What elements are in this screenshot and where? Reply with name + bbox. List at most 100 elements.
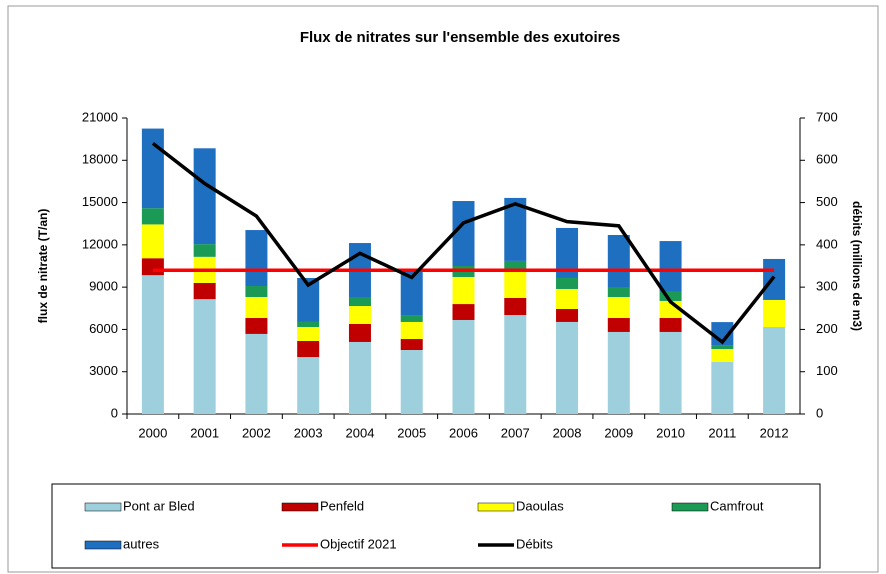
- bar-segment: [711, 345, 734, 350]
- bar-segment: [556, 288, 579, 309]
- bar-segment: [141, 258, 164, 276]
- bar-segment: [659, 241, 682, 292]
- bar-segment: [245, 333, 268, 414]
- bar-segment: [504, 270, 527, 298]
- bar-segment: [400, 339, 423, 351]
- bar-segment: [659, 318, 682, 332]
- bar-segment: [556, 308, 579, 322]
- legend-label: Débits: [516, 536, 553, 551]
- bar-segment: [348, 306, 371, 324]
- bar-segment: [607, 297, 630, 319]
- bar-segment: [452, 201, 475, 266]
- bar-segment: [504, 297, 527, 316]
- x-tick-label: 2007: [501, 425, 530, 440]
- y2-tick-label: 100: [816, 363, 838, 378]
- bar-segment: [348, 323, 371, 342]
- bar-segment: [607, 287, 630, 298]
- legend-label: autres: [123, 536, 160, 551]
- x-tick-label: 2005: [397, 425, 426, 440]
- bar-segment: [141, 128, 164, 209]
- x-tick-label: 2006: [449, 425, 478, 440]
- bar-segment: [400, 269, 423, 316]
- x-tick-label: 2004: [346, 425, 375, 440]
- y2-tick-label: 500: [816, 194, 838, 209]
- legend-label: Camfrout: [710, 498, 764, 513]
- bar-segment: [711, 361, 734, 414]
- x-tick-label: 2008: [553, 425, 582, 440]
- legend-label: Objectif 2021: [320, 536, 397, 551]
- y2-tick-label: 600: [816, 152, 838, 167]
- bar-segment: [659, 331, 682, 414]
- bar-segment: [245, 230, 268, 287]
- legend-swatch: [84, 540, 122, 550]
- chart-title: Flux de nitrates sur l'ensemble des exut…: [300, 29, 620, 46]
- bar-segment: [141, 224, 164, 259]
- bar-segment: [297, 340, 320, 358]
- bar-segment: [556, 321, 579, 414]
- bar-segment: [556, 277, 579, 289]
- bar-segment: [400, 321, 423, 340]
- y-tick-label: 3000: [89, 363, 118, 378]
- y-tick-label: 0: [111, 405, 118, 420]
- bar-segment: [245, 318, 268, 334]
- bar-segment: [452, 276, 475, 305]
- bar-segment: [141, 275, 164, 414]
- x-tick-label: 2002: [242, 425, 271, 440]
- bar-segment: [504, 260, 527, 271]
- legend-label: Daoulas: [516, 498, 564, 513]
- x-tick-label: 2003: [294, 425, 323, 440]
- legend-label: Pont ar Bled: [123, 498, 195, 513]
- y2-tick-label: 400: [816, 236, 838, 251]
- bar-segment: [504, 315, 527, 414]
- bar-segment: [452, 304, 475, 320]
- bar-segment: [556, 227, 579, 278]
- bar-segment: [452, 319, 475, 414]
- bar-segment: [607, 234, 630, 288]
- bar-segment: [245, 286, 268, 298]
- bar-segment: [763, 258, 786, 300]
- bar-segment: [297, 277, 320, 322]
- bar-segment: [245, 297, 268, 319]
- legend-swatch: [84, 502, 122, 512]
- bar-segment: [141, 208, 164, 225]
- y-tick-label: 21000: [82, 109, 118, 124]
- y-axis-label: flux de nitrate (T/an): [36, 209, 50, 324]
- legend-swatch: [477, 502, 515, 512]
- x-tick-label: 2012: [760, 425, 789, 440]
- y2-tick-label: 0: [816, 405, 823, 420]
- bar-segment: [297, 327, 320, 341]
- y-tick-label: 15000: [82, 194, 118, 209]
- x-tick-label: 2010: [656, 425, 685, 440]
- bar-segment: [607, 331, 630, 414]
- bar-segment: [763, 299, 786, 328]
- x-tick-label: 2011: [708, 425, 736, 440]
- x-tick-label: 2000: [138, 425, 167, 440]
- y-tick-label: 18000: [82, 152, 118, 167]
- bar-segment: [348, 341, 371, 414]
- bar-segment: [193, 148, 216, 245]
- bar-segment: [297, 357, 320, 414]
- legend-label: Penfeld: [320, 498, 364, 513]
- y2-tick-label: 700: [816, 109, 838, 124]
- bar-segment: [504, 197, 527, 261]
- line-series: [151, 141, 776, 345]
- bar-segment: [297, 321, 320, 328]
- bar-segment: [193, 282, 216, 300]
- bar-segment: [607, 318, 630, 332]
- bar-segment: [400, 315, 423, 322]
- x-tick-label: 2009: [604, 425, 633, 440]
- legend-box: [51, 483, 821, 569]
- y-tick-label: 6000: [89, 321, 118, 336]
- bar-segment: [348, 297, 371, 307]
- legend-swatch: [281, 502, 319, 512]
- y2-axis-label: débits (millions de m3): [850, 201, 864, 331]
- y-tick-label: 12000: [82, 236, 118, 251]
- bar-segment: [763, 327, 786, 414]
- y2-tick-label: 200: [816, 321, 838, 336]
- legend-swatch: [671, 502, 709, 512]
- bar-segment: [659, 291, 682, 301]
- bar-segment: [193, 299, 216, 414]
- bar-segment: [400, 350, 423, 414]
- y2-tick-label: 300: [816, 279, 838, 294]
